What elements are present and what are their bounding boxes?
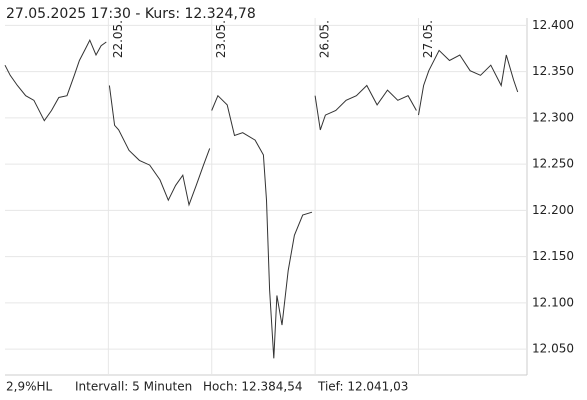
y-tick-label: 12.150 bbox=[532, 249, 574, 263]
y-tick-label: 12.400 bbox=[532, 18, 574, 32]
y-tick-label: 12.250 bbox=[532, 157, 574, 171]
y-tick-label: 12.200 bbox=[532, 203, 574, 217]
y-tick-label: 12.300 bbox=[532, 110, 574, 124]
footer-info: 2,9%HL bbox=[6, 380, 53, 394]
x-tick-label: 26.05. bbox=[318, 20, 332, 58]
footer-info: Hoch: 12.384,54 bbox=[203, 380, 303, 394]
x-tick-label: 27.05. bbox=[421, 20, 435, 58]
footer-info: Intervall: 5 Minuten bbox=[75, 380, 192, 394]
price-line bbox=[4, 39, 519, 359]
y-tick-label: 12.100 bbox=[532, 295, 574, 309]
x-tick-label: 23.05. bbox=[214, 20, 228, 58]
footer-info: Tief: 12.041,03 bbox=[317, 380, 408, 394]
x-tick-label: 22.05. bbox=[111, 20, 125, 58]
y-tick-label: 12.050 bbox=[532, 342, 574, 356]
chart-title: 27.05.2025 17:30 - Kurs: 12.324,78 bbox=[6, 6, 256, 22]
y-tick-label: 12.350 bbox=[532, 64, 574, 78]
